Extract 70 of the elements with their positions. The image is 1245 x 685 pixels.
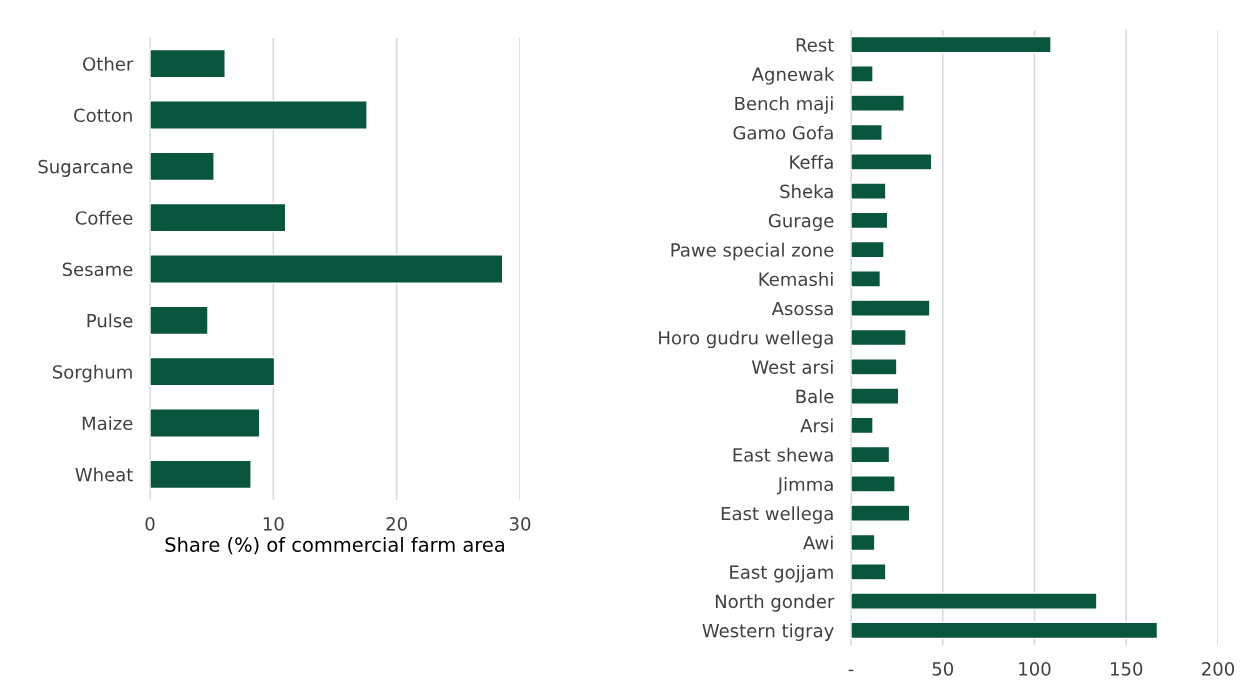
- x-tick-label: 0: [145, 516, 155, 531]
- y-tick-label: Rest: [796, 38, 834, 52]
- y-tick-label: Cotton: [74, 108, 132, 123]
- bar: [851, 182, 887, 200]
- bar: [150, 356, 276, 387]
- bar: [851, 123, 883, 142]
- y-tick-label: Asossa: [771, 301, 833, 316]
- y-tick-label: North gonder: [715, 594, 835, 612]
- x-tick-label: 30: [509, 516, 531, 531]
- x-tick-label: 20: [386, 516, 407, 531]
- bar: [150, 459, 252, 490]
- y-tick-label: East wellega: [721, 506, 833, 524]
- y-tick-label: Maize: [82, 416, 133, 431]
- bar: [851, 94, 905, 112]
- y-tick-label: Pawe special zone: [671, 242, 834, 261]
- y-tick-label: West arsi: [751, 359, 833, 374]
- bar: [851, 270, 882, 288]
- y-tick-label: Bench maji: [735, 96, 833, 114]
- bar: [150, 254, 504, 284]
- bar: [851, 358, 898, 376]
- bar: [851, 504, 911, 522]
- y-tick-label: East gojjam: [730, 564, 833, 583]
- y-tick-label: Pulse: [87, 313, 133, 328]
- x-tick-label: 10: [263, 516, 284, 531]
- y-tick-label: Jimma: [776, 477, 833, 495]
- y-tick-label: Sheka: [780, 184, 833, 199]
- bar: [851, 621, 1159, 640]
- bar: [851, 475, 896, 493]
- bar: [851, 563, 887, 581]
- bar: [851, 65, 874, 83]
- bar: [150, 100, 368, 130]
- x-axis-title: Share (%) of commercial farm area: [165, 536, 504, 555]
- y-tick-label: Agnewak: [751, 67, 835, 85]
- bar: [851, 211, 889, 230]
- bar: [851, 328, 907, 347]
- bar: [150, 408, 261, 438]
- y-tick-label: East shewa: [733, 447, 833, 462]
- bar: [150, 48, 226, 79]
- x-tick-label: 100: [1019, 661, 1051, 676]
- y-tick-label: Gamo Gofa: [733, 125, 833, 140]
- bar: [851, 387, 900, 405]
- bar: [851, 592, 1098, 610]
- x-tick-label: 200: [1202, 661, 1235, 676]
- y-tick-label: Sesame: [62, 262, 133, 277]
- y-tick-label: Sugarcane: [38, 159, 133, 177]
- y-tick-label: Sorghum: [52, 364, 132, 383]
- bar: [150, 202, 287, 233]
- y-tick-label: Kemashi: [759, 272, 833, 287]
- y-tick-label: Awi: [803, 535, 833, 550]
- x-tick-label: 150: [1111, 661, 1143, 676]
- bar: [851, 153, 933, 171]
- x-tick-label: -: [848, 669, 854, 672]
- bar: [851, 533, 876, 552]
- x-tick-label: 50: [932, 661, 954, 676]
- y-tick-label: Coffee: [75, 210, 133, 225]
- bar: [851, 416, 874, 435]
- bar: [851, 445, 891, 464]
- bar: [150, 151, 215, 182]
- bar: [851, 299, 931, 317]
- y-tick-label: Western tigray: [702, 623, 834, 641]
- y-tick-label: Other: [83, 56, 134, 71]
- y-tick-label: Bale: [796, 389, 834, 404]
- bar: [851, 35, 1052, 54]
- bar: [150, 305, 209, 336]
- y-tick-label: Keffa: [790, 154, 833, 169]
- y-tick-label: Horo gudru wellega: [659, 330, 833, 349]
- y-tick-label: Wheat: [75, 467, 133, 482]
- bar: [851, 240, 885, 259]
- y-tick-label: Arsi: [800, 418, 833, 433]
- y-tick-label: Gurage: [768, 213, 834, 231]
